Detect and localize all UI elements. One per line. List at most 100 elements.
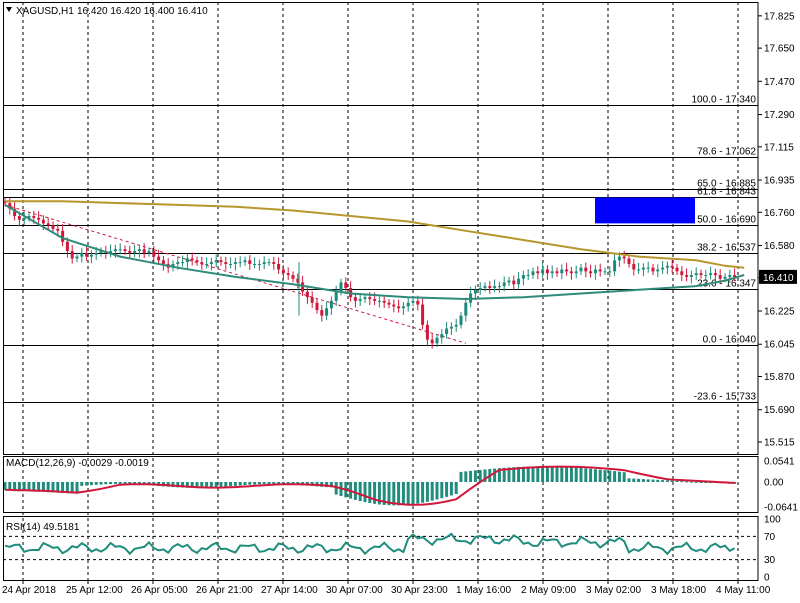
candle-body: [493, 286, 497, 288]
time-axis-label: 26 Apr 05:00: [131, 585, 188, 596]
macd-histogram-bar: [229, 482, 233, 487]
macd-histogram-bar: [190, 482, 194, 488]
macd-histogram-bar: [281, 482, 285, 485]
macd-histogram-bar: [51, 482, 55, 493]
macd-histogram-bar: [637, 478, 641, 482]
macd-histogram-bar: [565, 467, 569, 482]
macd-histogram-bar: [41, 482, 45, 492]
candle-body: [253, 263, 257, 265]
collapse-triangle-icon[interactable]: [6, 7, 12, 12]
candle-body: [61, 230, 65, 242]
candle-body: [368, 297, 372, 300]
macd-histogram-bar: [555, 466, 559, 482]
candle-body: [190, 258, 194, 261]
macd-histogram-bar: [440, 482, 444, 499]
fib-level-label: 100.0 - 17.340: [692, 95, 757, 106]
current-price-label: 16.410: [763, 273, 794, 284]
fibonacci-levels: 100.0 - 17.340 78.6 - 17.062 65.0 - 16.885…: [3, 95, 758, 403]
macd-histogram-bar: [406, 482, 410, 505]
macd-histogram-bar: [70, 482, 74, 494]
ma-slow-line: [5, 200, 745, 269]
candle-body: [545, 269, 549, 274]
zone-rect: [595, 197, 695, 224]
candle-body: [310, 297, 314, 303]
macd-histogram-bar: [411, 482, 415, 505]
candle-body: [483, 286, 487, 288]
candle-body: [17, 216, 21, 220]
candle-body: [699, 273, 703, 276]
price-axis-label: 15.690: [764, 405, 795, 416]
macd-histogram-bar: [80, 482, 84, 486]
macd-histogram-bar: [435, 482, 439, 500]
candle-body: [8, 203, 12, 209]
macd-histogram-bar: [32, 482, 36, 492]
macd-histogram-bar: [531, 466, 535, 482]
time-axis-label: 27 Apr 14:00: [261, 585, 318, 596]
candle-body: [296, 278, 300, 283]
macd-histogram-bar: [521, 466, 525, 482]
candle-body: [603, 271, 607, 273]
price-axis-label: 17.115: [764, 142, 794, 153]
candle-body: [109, 251, 113, 253]
frames: [3, 2, 759, 581]
candle-body: [157, 256, 161, 261]
macd-histogram-bar: [579, 468, 583, 482]
candle-body: [382, 300, 386, 303]
candle-body: [464, 302, 468, 316]
price-axis-label: 15.870: [764, 372, 795, 383]
macd-histogram-bar: [46, 482, 50, 493]
candle-body: [593, 269, 597, 274]
candle-body: [411, 300, 415, 303]
candle-body: [478, 287, 482, 290]
candle-body: [685, 275, 689, 277]
price-axis-label: 17.290: [764, 110, 795, 121]
candle-body: [181, 262, 185, 264]
macd-histogram-bar: [704, 482, 708, 483]
macd-histogram-bar: [22, 482, 26, 491]
macd-histogram-bar: [473, 470, 477, 482]
price-axis-label: 17.825: [764, 11, 795, 22]
candle-body: [176, 262, 180, 264]
candle-body: [526, 275, 530, 277]
macd-histogram-bar: [113, 482, 117, 484]
macd-histogram-bar: [397, 482, 401, 506]
macd-histogram-bar: [219, 482, 223, 487]
candle-body: [608, 271, 612, 273]
macd-histogram-bar: [37, 482, 41, 492]
macd-histogram-bar: [425, 482, 429, 502]
candle-body: [425, 324, 429, 340]
candle-body: [421, 304, 425, 325]
macd-histogram-bar: [109, 482, 113, 485]
fib-level-label: 50.0 - 16.690: [697, 215, 756, 226]
candle-body: [257, 263, 261, 265]
macd-histogram-bar: [656, 479, 660, 482]
candle-body: [397, 306, 401, 309]
candle-body: [430, 339, 434, 344]
macd-signal-line: [4, 465, 735, 506]
macd-histogram-bar: [262, 482, 266, 485]
macd-histogram-bar: [334, 482, 338, 495]
candle-body: [325, 308, 329, 316]
macd-histogram-bar: [598, 469, 602, 482]
candle-body: [661, 267, 665, 270]
macd-histogram-bar: [416, 482, 420, 504]
macd-histogram-bar: [89, 482, 93, 486]
candle-body: [238, 262, 242, 264]
candle-body: [560, 269, 564, 274]
candle-body: [272, 262, 276, 264]
rsi-axis-label: 30: [764, 555, 776, 566]
candle-body: [733, 275, 737, 277]
macd-histogram-bar: [3, 482, 7, 490]
macd-histogram-bar: [286, 482, 290, 485]
macd-histogram-bar: [483, 469, 487, 482]
macd-histogram-bar: [200, 482, 204, 488]
candle-body: [22, 217, 26, 220]
macd-histogram-bar: [243, 482, 247, 486]
candle-body: [497, 286, 501, 288]
trendline: [4, 204, 467, 344]
macd-histogram-bar: [497, 468, 501, 482]
macd-histogram-bar: [325, 482, 329, 488]
macd-histogram-bar: [608, 470, 612, 482]
